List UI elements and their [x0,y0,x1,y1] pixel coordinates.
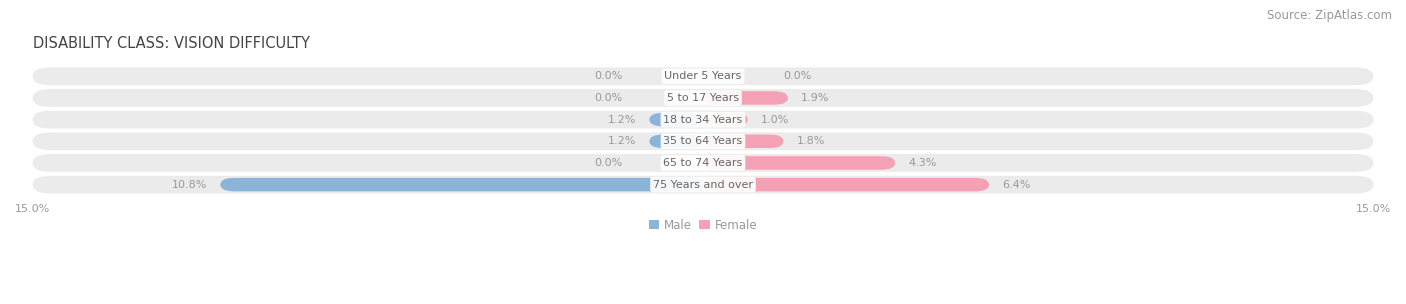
FancyBboxPatch shape [650,113,703,126]
Text: DISABILITY CLASS: VISION DIFFICULTY: DISABILITY CLASS: VISION DIFFICULTY [32,36,309,51]
Text: Source: ZipAtlas.com: Source: ZipAtlas.com [1267,9,1392,22]
FancyBboxPatch shape [650,135,703,148]
Text: 0.0%: 0.0% [595,71,623,81]
FancyBboxPatch shape [703,113,748,126]
Text: 75 Years and over: 75 Years and over [652,180,754,190]
FancyBboxPatch shape [32,89,1374,107]
Text: 10.8%: 10.8% [172,180,207,190]
FancyBboxPatch shape [703,135,783,148]
FancyBboxPatch shape [221,178,703,191]
Text: 1.8%: 1.8% [797,136,825,146]
FancyBboxPatch shape [32,154,1374,172]
FancyBboxPatch shape [32,176,1374,194]
Text: 18 to 34 Years: 18 to 34 Years [664,115,742,125]
FancyBboxPatch shape [703,178,988,191]
Text: 65 to 74 Years: 65 to 74 Years [664,158,742,168]
Text: 4.3%: 4.3% [908,158,936,168]
Text: 1.2%: 1.2% [607,136,636,146]
Text: 6.4%: 6.4% [1002,180,1031,190]
FancyBboxPatch shape [703,91,787,105]
Text: 1.0%: 1.0% [761,115,789,125]
FancyBboxPatch shape [32,67,1374,85]
FancyBboxPatch shape [32,111,1374,129]
Text: 1.9%: 1.9% [801,93,830,103]
Text: 0.0%: 0.0% [595,158,623,168]
Text: 0.0%: 0.0% [783,71,811,81]
Text: 35 to 64 Years: 35 to 64 Years [664,136,742,146]
Text: 1.2%: 1.2% [607,115,636,125]
Legend: Male, Female: Male, Female [644,214,762,237]
Text: 5 to 17 Years: 5 to 17 Years [666,93,740,103]
FancyBboxPatch shape [703,156,896,170]
FancyBboxPatch shape [32,133,1374,150]
Text: 0.0%: 0.0% [595,93,623,103]
Text: Under 5 Years: Under 5 Years [665,71,741,81]
